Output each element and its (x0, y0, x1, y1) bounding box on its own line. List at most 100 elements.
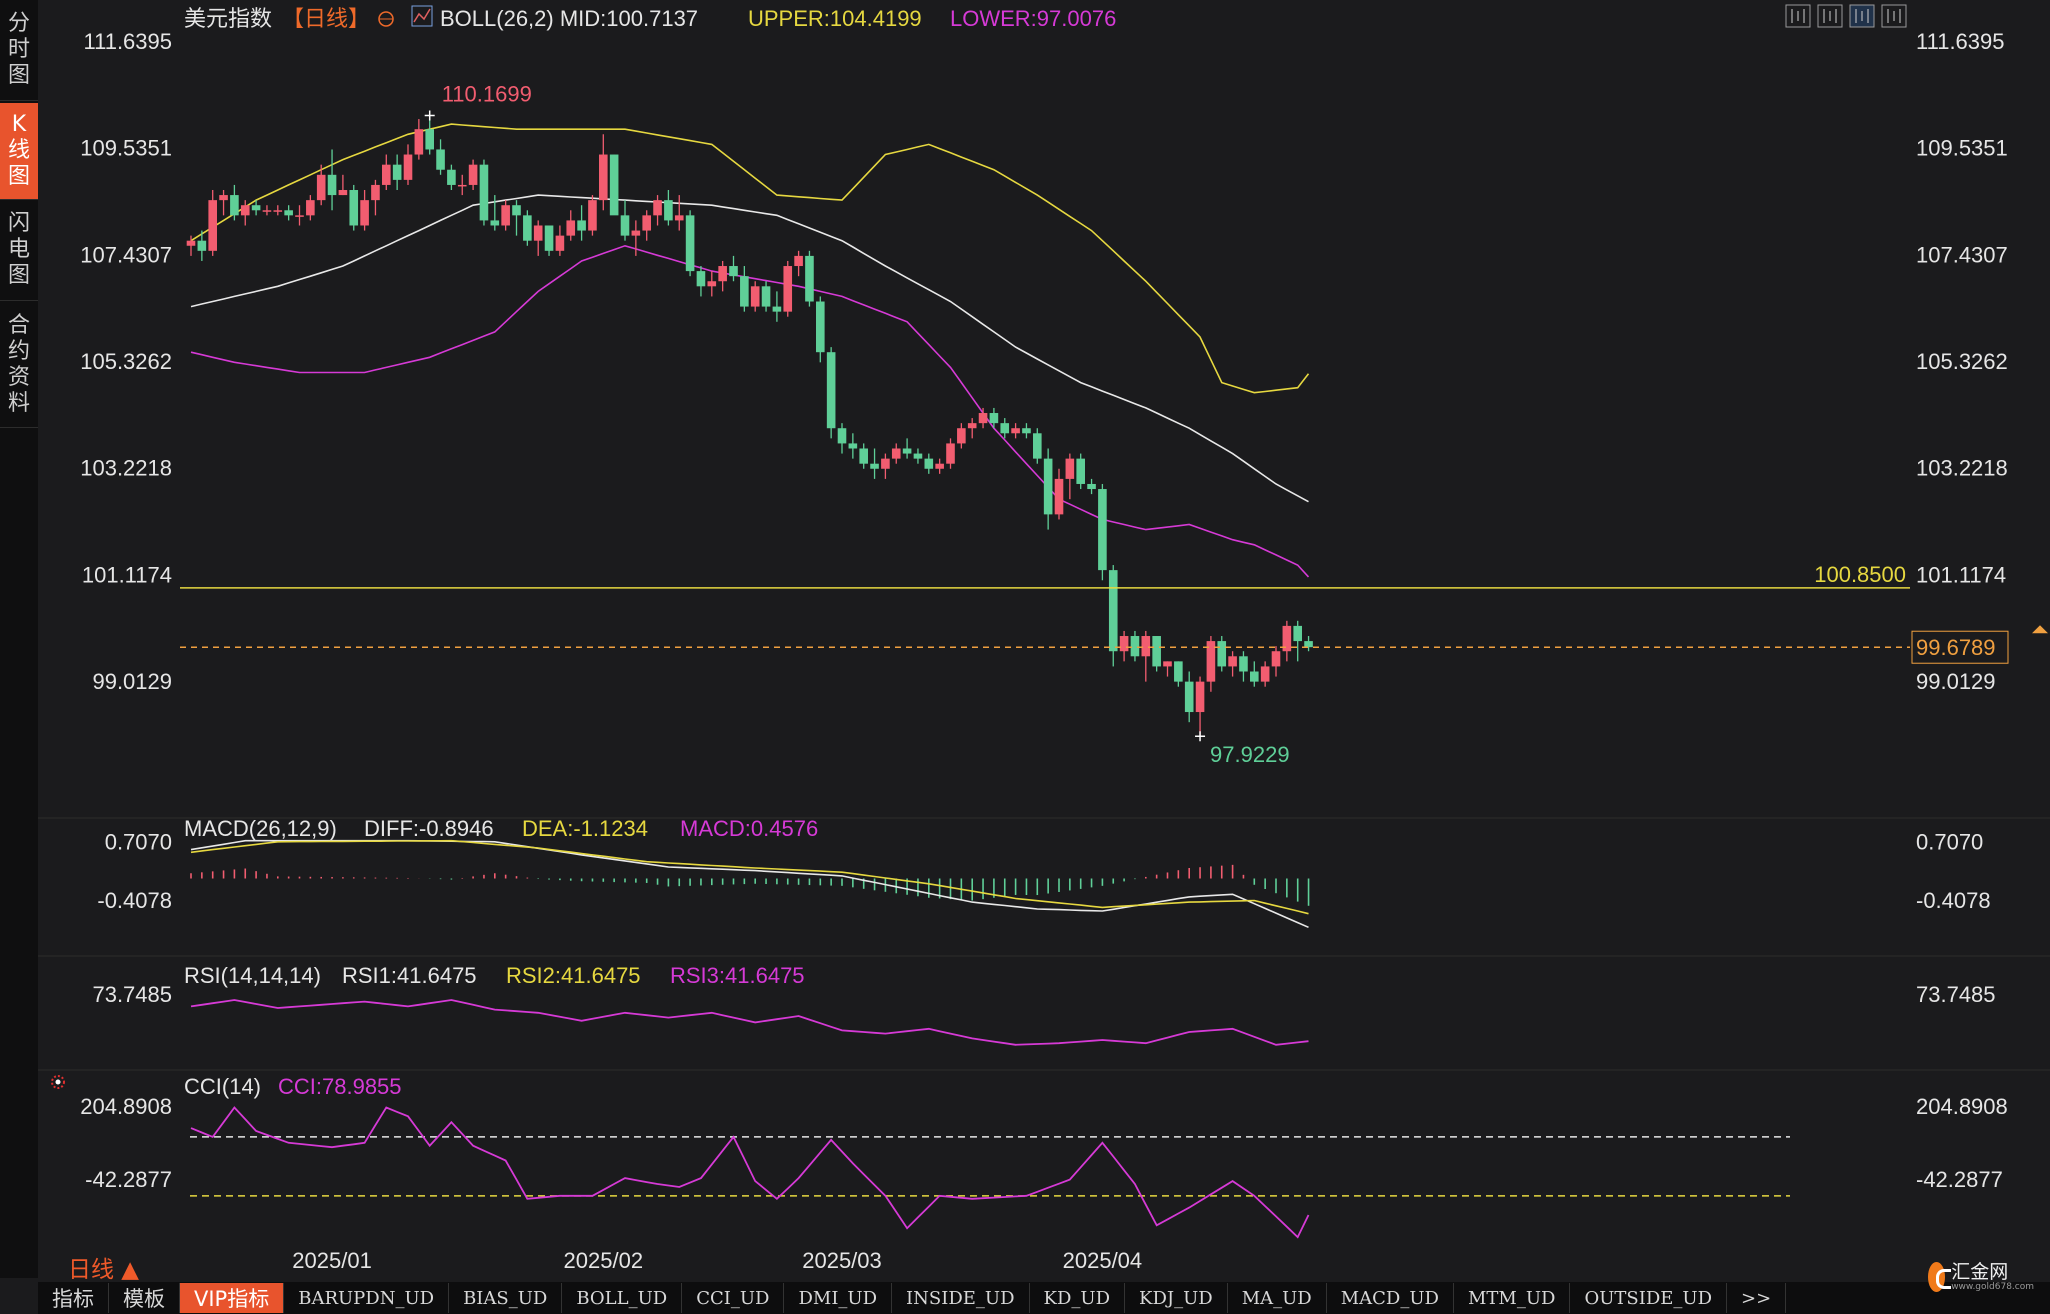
indicator-tab-macd-ud[interactable]: MACD_UD (1327, 1283, 1454, 1313)
low-marker-label: 97.9229 (1210, 742, 1290, 767)
indicator-tab-mtm-ud[interactable]: MTM_UD (1454, 1283, 1571, 1313)
candle-body (349, 190, 359, 226)
x-axis-label: 2025/01 (292, 1248, 372, 1273)
indicator-tab-bias-ud[interactable]: BIAS_UD (449, 1283, 563, 1313)
candle-body (837, 428, 847, 444)
macd-tick-right: -0.4078 (1916, 888, 1991, 913)
tab-lightning[interactable]: 闪电图 (0, 200, 38, 301)
tab-contract-info[interactable]: 合约资料 (0, 302, 38, 428)
candle-body (1260, 666, 1270, 682)
x-axis-label: 2025/02 (564, 1248, 644, 1273)
period-label: 【日线】 (282, 6, 370, 31)
logo-icon (1928, 1262, 1952, 1292)
y-tick-right: 111.6395 (1916, 29, 2005, 54)
timeframe-selector[interactable]: 日线 ▲ (68, 1257, 139, 1283)
candle-body (457, 184, 467, 187)
y-tick-left: 99.0129 (92, 669, 172, 694)
level-line-label: 100.8500 (1814, 562, 1906, 587)
candle-body (664, 200, 673, 221)
indicator-tab-barupdn-ud[interactable]: BARUPDN_UD (284, 1283, 450, 1313)
x-axis-label: 2025/04 (1063, 1248, 1143, 1273)
candle-body (1206, 641, 1216, 682)
boll-upper-label: UPPER:104.4199 (748, 6, 922, 31)
candle-body (1293, 625, 1302, 642)
candle-body (631, 230, 641, 236)
indicator-tab--[interactable]: 模板 (109, 1283, 180, 1313)
crosshair-icon-frame (1785, 4, 1811, 28)
candle-body (306, 200, 315, 216)
candle-body (262, 210, 272, 212)
indicator-tab-vip-[interactable]: VIP指标 (180, 1283, 285, 1313)
candle-body (251, 205, 261, 211)
y-tick-left: 105.3262 (80, 349, 172, 374)
candle-body (653, 200, 662, 216)
indicator-tab-boll-ud[interactable]: BOLL_UD (562, 1283, 683, 1313)
cci-value-label: CCI:78.9855 (278, 1074, 402, 1099)
candle-body (436, 149, 445, 170)
y-tick-left: 101.1174 (82, 562, 172, 587)
candle-body (1033, 433, 1042, 459)
line-chart-icon[interactable] (1881, 4, 1907, 28)
crosshair-icon[interactable] (1785, 4, 1811, 28)
y-tick-left: 109.5351 (80, 136, 172, 161)
rsi-tick-right: 73.7485 (1916, 982, 1996, 1007)
cci-tick-left: 204.8908 (80, 1094, 172, 1119)
candle-body (1174, 661, 1183, 682)
y-tick-right: 101.1174 (1916, 562, 2006, 587)
candle-body (468, 164, 478, 185)
candle-body (707, 281, 717, 287)
indicator-tab-cci-ud[interactable]: CCI_UD (682, 1283, 785, 1313)
candle-body (761, 286, 771, 307)
macd-dea-line (190, 839, 1309, 915)
y-tick-right: 107.4307 (1916, 242, 2008, 267)
y-tick-left: 111.6395 (84, 29, 173, 54)
indicator-tab--[interactable]: 指标 (38, 1283, 109, 1313)
chart-canvas[interactable]: 美元指数 【日线】 BOLL(26,2) MID:100.7137 UPPER:104… (0, 0, 2050, 1282)
candlestick-icon[interactable] (1817, 4, 1843, 28)
candle-body (848, 443, 858, 449)
x-axis-label: 2025/03 (802, 1248, 882, 1273)
candle-body (1000, 423, 1010, 434)
rsi3-label: RSI3:41.6475 (670, 963, 805, 988)
indicator-tab-outside-ud[interactable]: OUTSIDE_UD (1570, 1283, 1727, 1313)
macd-label: MACD(26,12,9) (184, 816, 337, 841)
candle-body (414, 129, 424, 155)
logo-name: 汇金网 (1951, 1261, 2009, 1283)
candle-body (609, 154, 619, 216)
candle-body (566, 220, 576, 236)
indicator-tab--[interactable]: >> (1727, 1283, 1787, 1313)
brand-logo: 汇金网 www.gold678.com (1928, 1254, 2034, 1300)
candle-body (371, 184, 380, 201)
indicator-tab-kdj-ud[interactable]: KDJ_UD (1125, 1283, 1228, 1313)
y-tick-left: 107.4307 (80, 242, 172, 267)
indicator-tab-kd-ud[interactable]: KD_UD (1030, 1283, 1125, 1313)
candle-body (490, 220, 500, 226)
candle-body (327, 174, 337, 196)
candle-body (740, 276, 749, 307)
y-tick-right: 103.2218 (1916, 456, 2008, 481)
line-chart-icon-frame (1881, 4, 1907, 28)
candle-body (772, 306, 782, 312)
candle-body (891, 448, 901, 459)
logo-url: www.gold678.com (1951, 1282, 2034, 1292)
candle-body (1043, 458, 1053, 515)
candle-body (1250, 671, 1259, 682)
y-tick-right: 105.3262 (1916, 349, 2008, 374)
candle-body (501, 205, 510, 226)
candle-body (1304, 641, 1313, 648)
boll-lower-line (190, 244, 1310, 578)
macd-tick-right: 0.7070 (1916, 829, 1983, 854)
candle-body (1087, 483, 1096, 490)
boll-upper-line (190, 123, 1310, 394)
cci-tick-left: -42.2877 (85, 1167, 172, 1192)
current-price-box (1911, 630, 2009, 664)
bar-chart-icon[interactable] (1849, 4, 1875, 28)
current-price-label: 99.6789 (1916, 635, 1996, 660)
candle-body (1022, 428, 1031, 434)
indicator-tab-ma-ud[interactable]: MA_UD (1228, 1283, 1327, 1313)
candle-body (316, 174, 326, 201)
indicator-tab-inside-ud[interactable]: INSIDE_UD (892, 1283, 1030, 1313)
indicator-tab-dmi-ud[interactable]: DMI_UD (784, 1283, 893, 1313)
tab-timeshare[interactable]: 分时图 (0, 0, 38, 101)
